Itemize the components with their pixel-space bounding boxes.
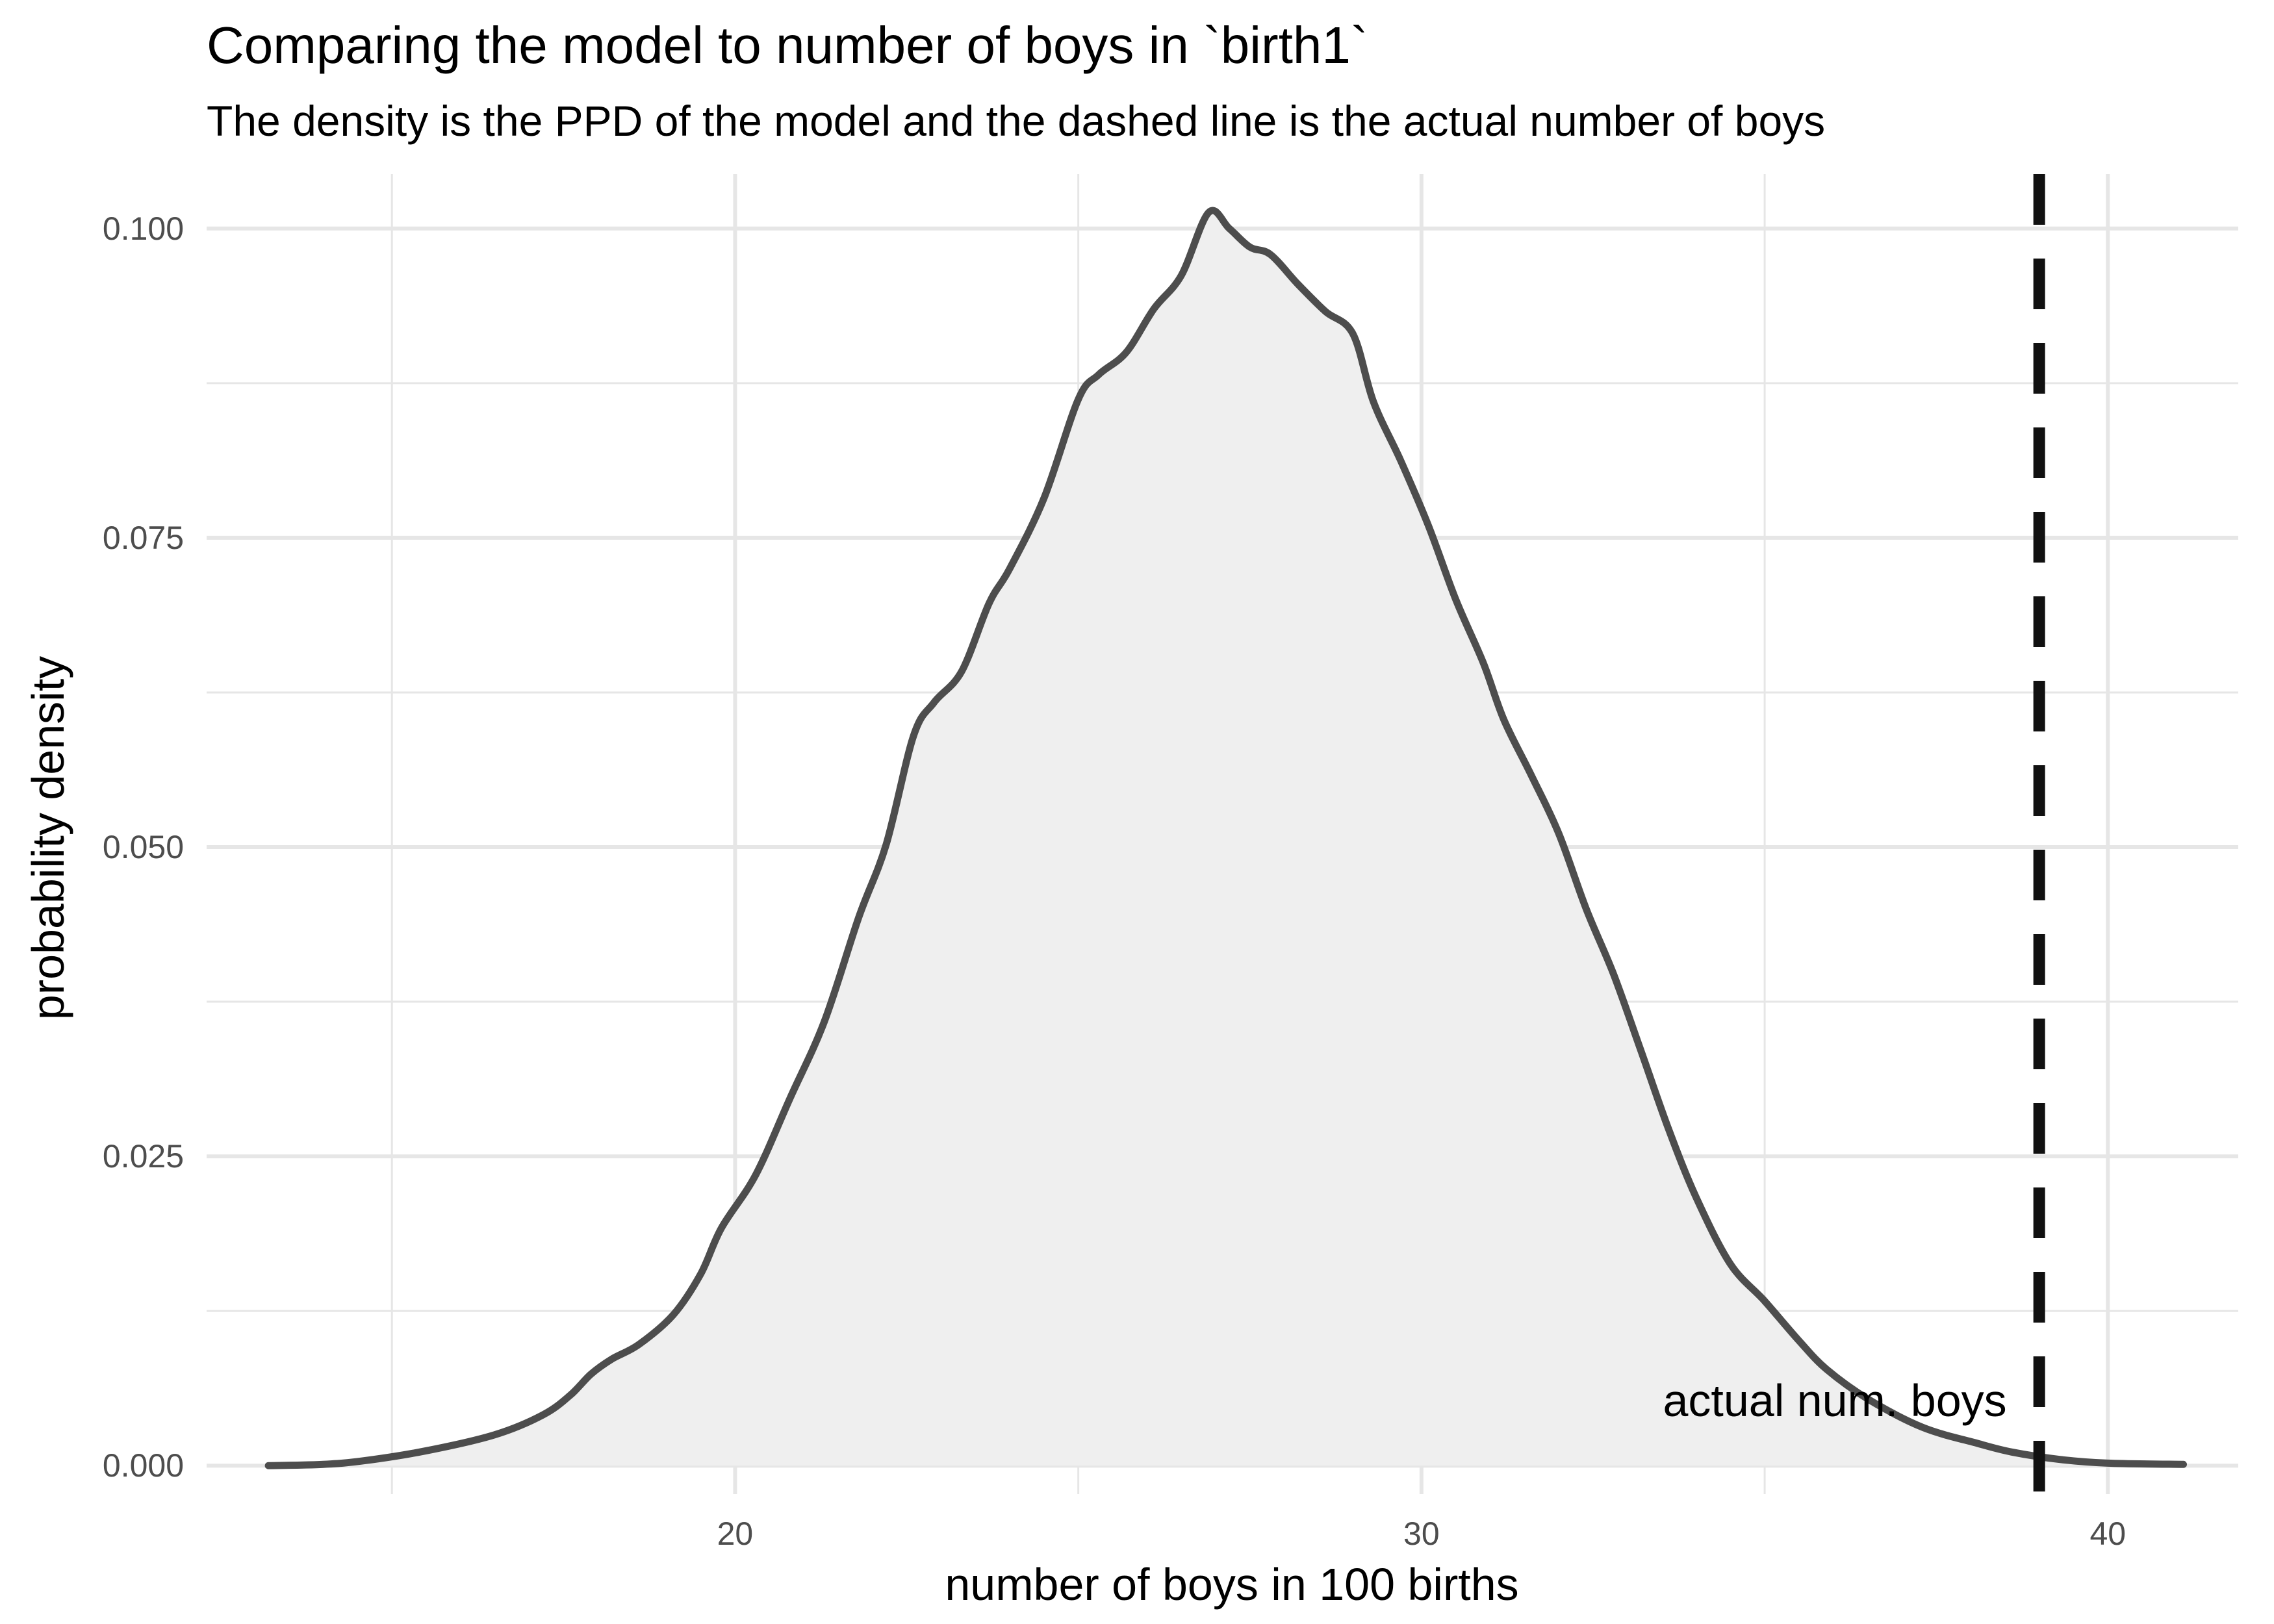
x-tick-label: 40 <box>2089 1516 2126 1552</box>
density-series <box>264 207 2187 1469</box>
reference-line-group: actual num. boys <box>1663 174 2045 1494</box>
x-axis-title: number of boys in 100 births <box>945 1559 1518 1610</box>
y-tick-label: 0.075 <box>103 520 184 556</box>
y-tick-label: 0.025 <box>103 1138 184 1174</box>
y-tick-label: 0.100 <box>103 210 184 247</box>
density-area-fill <box>268 210 2184 1466</box>
chart-title: Comparing the model to number of boys in… <box>207 16 1368 74</box>
x-tick-label: 20 <box>717 1516 754 1552</box>
density-curve <box>264 207 2187 1469</box>
y-tick-label: 0.050 <box>103 829 184 865</box>
y-axis-title: probability density <box>23 656 73 1020</box>
tick-labels: 20 30 40 0.000 0.025 0.050 0.075 0.100 <box>103 210 2126 1552</box>
y-tick-label: 0.000 <box>103 1447 184 1484</box>
chart-subtitle: The density is the PPD of the model and … <box>207 97 1826 145</box>
x-tick-label: 30 <box>1403 1516 1440 1552</box>
actual-num-boys-label: actual num. boys <box>1663 1375 2006 1426</box>
